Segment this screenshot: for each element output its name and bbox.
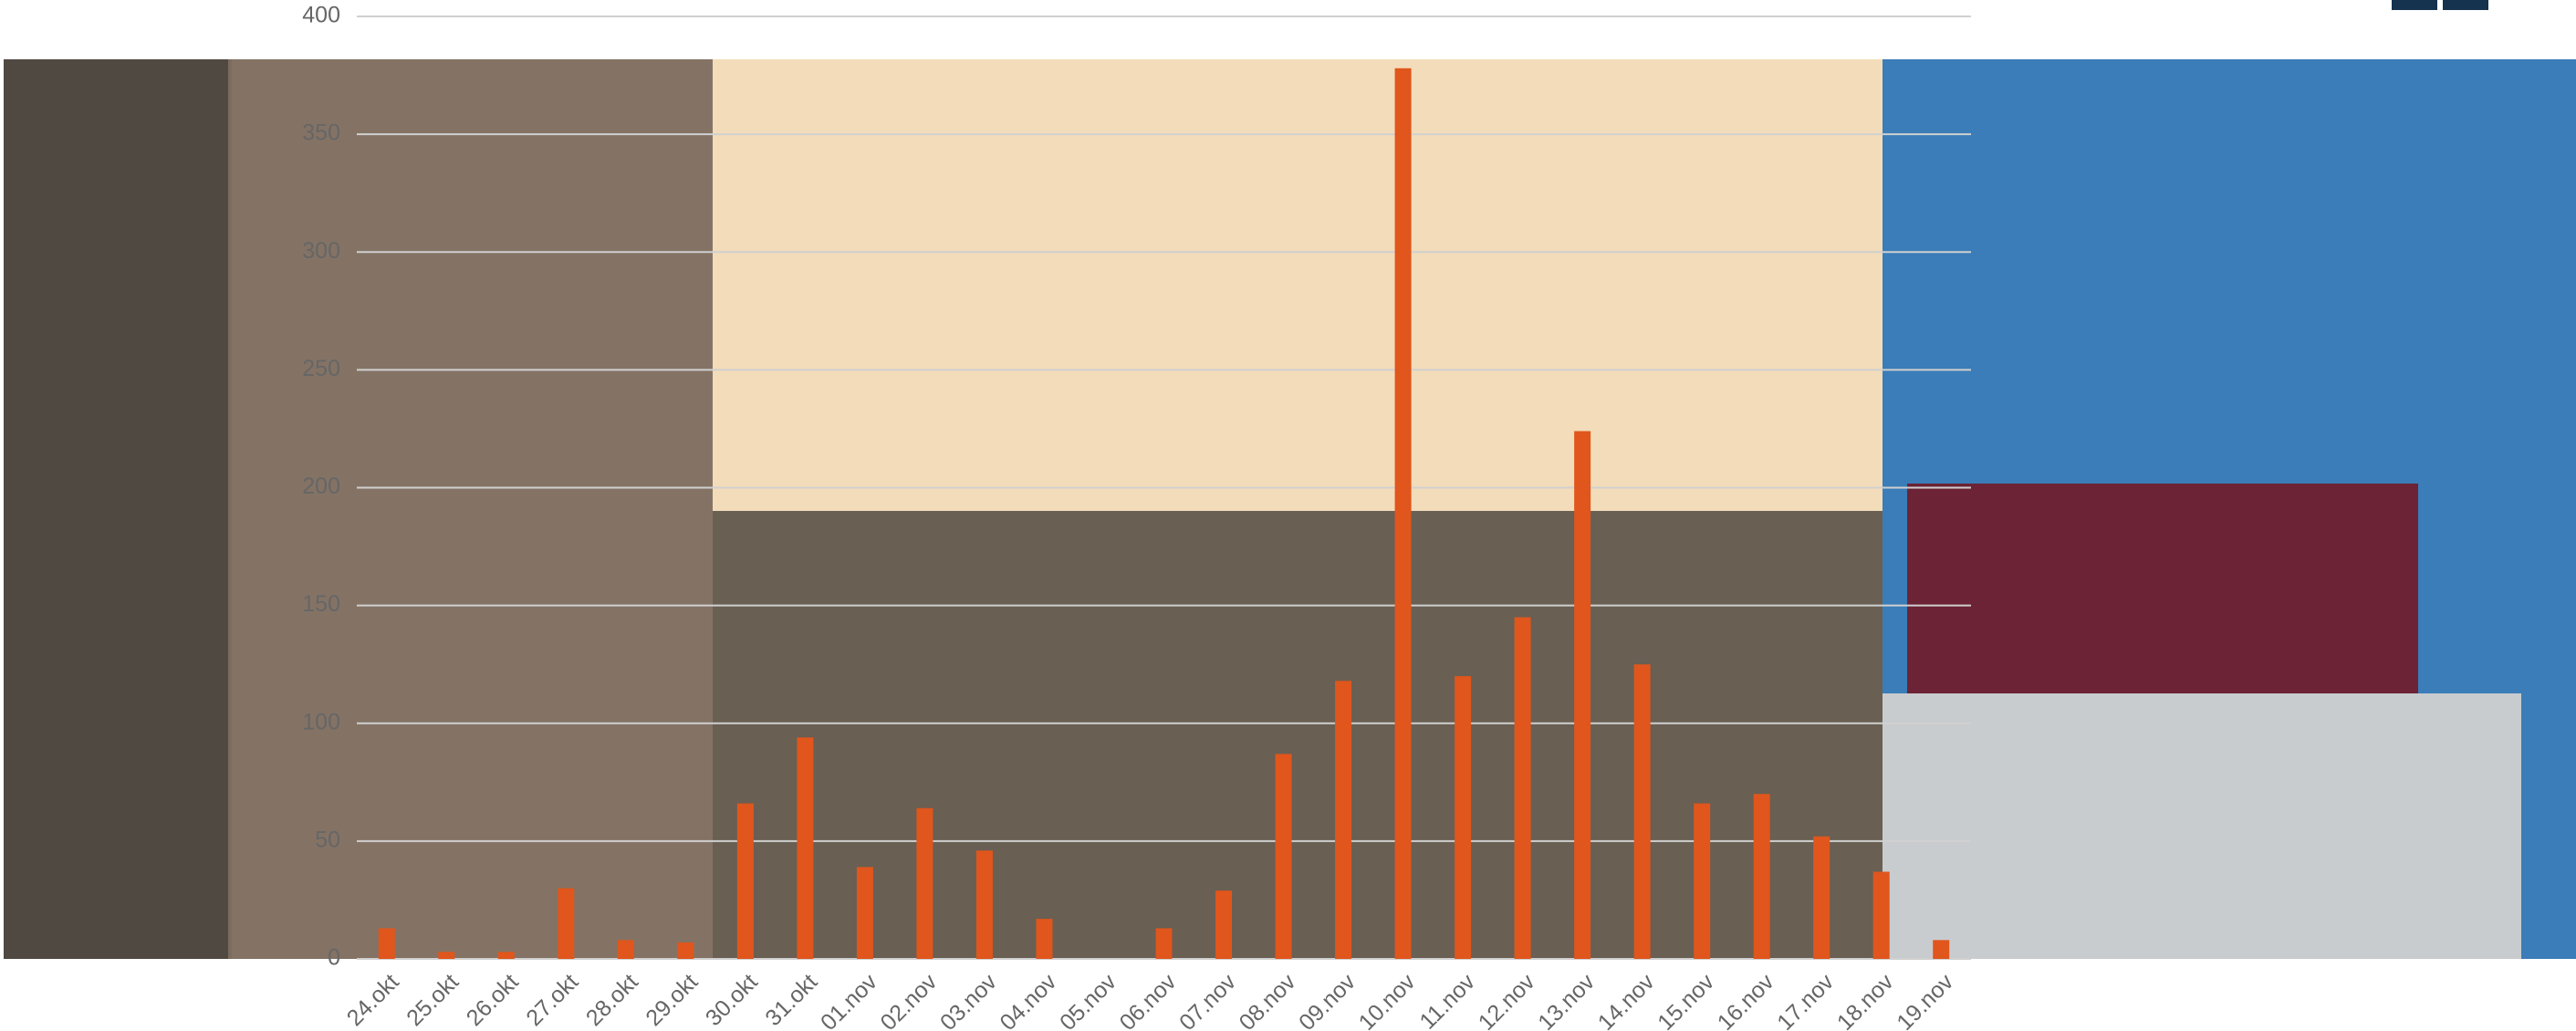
x-tick-label: 12.nov bbox=[1474, 969, 1540, 1031]
bar bbox=[677, 942, 694, 959]
x-tick-label: 09.nov bbox=[1294, 969, 1361, 1031]
x-tick-label: 29.okt bbox=[641, 969, 703, 1031]
x-tick-label: 26.okt bbox=[462, 969, 524, 1031]
x-tick-label: 11.nov bbox=[1414, 969, 1480, 1031]
x-tick-label: 30.okt bbox=[701, 969, 763, 1031]
photo-left-shade bbox=[4, 59, 232, 959]
bar bbox=[975, 850, 993, 959]
bar bbox=[1633, 664, 1651, 959]
y-tick-label: 150 bbox=[302, 591, 340, 617]
x-tick-label: 02.nov bbox=[875, 969, 942, 1031]
bar bbox=[1215, 890, 1233, 959]
bar bbox=[1455, 676, 1472, 959]
bar bbox=[1813, 836, 1830, 959]
x-tick-label: 15.nov bbox=[1653, 969, 1719, 1031]
y-tick-label: 400 bbox=[302, 3, 340, 28]
bar bbox=[1933, 940, 1950, 959]
bar bbox=[617, 940, 634, 959]
x-tick-label: 10.nov bbox=[1354, 969, 1421, 1031]
y-tick-label: 250 bbox=[302, 356, 340, 381]
bar bbox=[797, 737, 814, 959]
x-tick-label: 05.nov bbox=[1055, 969, 1121, 1031]
x-tick-label: 16.nov bbox=[1713, 969, 1779, 1031]
bar bbox=[378, 928, 395, 959]
photo-left-wall bbox=[228, 59, 713, 959]
x-tick-label: 17.nov bbox=[1772, 969, 1839, 1031]
bar bbox=[1155, 928, 1173, 959]
x-tick-label: 25.okt bbox=[402, 969, 464, 1031]
x-tick-label: 19.nov bbox=[1892, 969, 1958, 1031]
y-tick-label: 300 bbox=[302, 238, 340, 264]
y-tick-label: 50 bbox=[315, 827, 340, 852]
bar bbox=[1394, 68, 1412, 959]
bar bbox=[736, 803, 754, 959]
bar bbox=[1574, 431, 1591, 959]
x-tick-label: 18.nov bbox=[1832, 969, 1899, 1031]
x-tick-label: 04.nov bbox=[996, 969, 1062, 1031]
y-tick-label: 200 bbox=[302, 474, 340, 499]
photo-right-podium bbox=[1882, 693, 2521, 959]
x-tick-label: 01.nov bbox=[816, 969, 882, 1031]
bar bbox=[497, 952, 515, 959]
bar bbox=[1514, 617, 1531, 959]
x-tick-label: 03.nov bbox=[935, 969, 1002, 1031]
y-tick-label: 100 bbox=[302, 709, 340, 734]
x-tick-label: 07.nov bbox=[1174, 969, 1241, 1031]
x-tick-label: 28.okt bbox=[581, 969, 643, 1031]
x-tick-label: 31.okt bbox=[760, 969, 822, 1031]
icon[interactable] bbox=[2392, 0, 2437, 10]
y-tick-label: 0 bbox=[328, 945, 340, 971]
bar bbox=[1335, 681, 1352, 959]
bar bbox=[1694, 803, 1711, 959]
bar bbox=[1036, 919, 1053, 959]
x-tick-label: 08.nov bbox=[1235, 969, 1301, 1031]
x-tick-label: 06.nov bbox=[1115, 969, 1182, 1031]
x-tick-label: 14.nov bbox=[1593, 969, 1660, 1031]
photo-middle-mics bbox=[713, 511, 1882, 959]
icon[interactable] bbox=[2443, 0, 2488, 10]
x-tick-label: 27.okt bbox=[521, 969, 583, 1031]
y-tick-label: 350 bbox=[302, 120, 340, 146]
bar bbox=[558, 888, 575, 959]
x-tick-label: 24.okt bbox=[342, 969, 404, 1031]
bar bbox=[1753, 794, 1770, 959]
x-tick-label: 13.nov bbox=[1533, 969, 1600, 1031]
bar bbox=[916, 807, 933, 959]
bar bbox=[1275, 754, 1292, 959]
photo-right-person bbox=[1907, 484, 2418, 693]
bar bbox=[856, 867, 873, 959]
background-photos bbox=[4, 59, 2576, 959]
bar bbox=[1872, 871, 1890, 959]
bar bbox=[438, 952, 455, 959]
